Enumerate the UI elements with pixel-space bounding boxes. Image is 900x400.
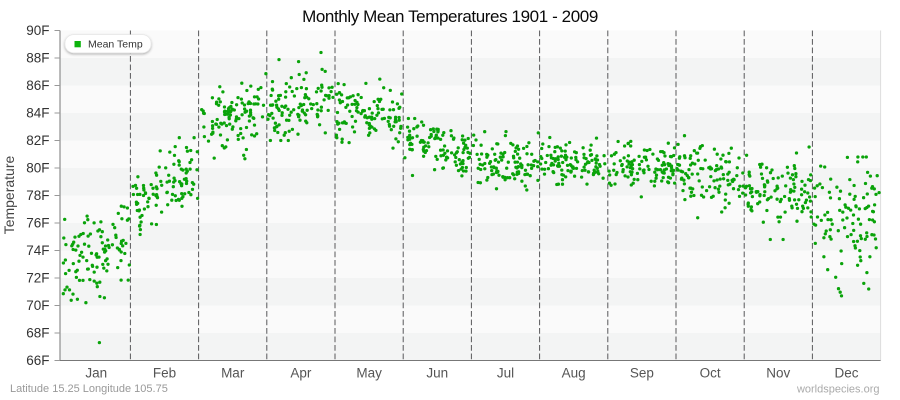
svg-text:Jun: Jun: [426, 365, 448, 380]
svg-text:Mar: Mar: [221, 365, 245, 380]
svg-text:Dec: Dec: [834, 365, 858, 380]
svg-text:84F: 84F: [26, 106, 49, 121]
svg-text:82F: 82F: [26, 133, 49, 148]
svg-text:Nov: Nov: [766, 365, 790, 380]
svg-text:80F: 80F: [26, 161, 49, 176]
svg-text:May: May: [356, 365, 382, 380]
svg-text:86F: 86F: [26, 78, 49, 93]
svg-text:68F: 68F: [26, 326, 49, 341]
svg-text:Sep: Sep: [630, 365, 654, 380]
svg-text:78F: 78F: [26, 188, 49, 203]
svg-text:Jan: Jan: [85, 365, 107, 380]
svg-text:Jul: Jul: [497, 365, 514, 380]
svg-text:66F: 66F: [26, 353, 49, 368]
svg-text:Apr: Apr: [290, 365, 312, 380]
svg-text:Latitude 15.25 Longitude 105.7: Latitude 15.25 Longitude 105.75: [10, 383, 168, 395]
svg-text:70F: 70F: [26, 298, 49, 313]
svg-text:90F: 90F: [26, 23, 49, 38]
svg-text:Aug: Aug: [562, 365, 586, 380]
svg-text:Oct: Oct: [700, 365, 721, 380]
svg-text:Temperature: Temperature: [1, 155, 17, 234]
svg-text:88F: 88F: [26, 51, 49, 66]
svg-text:Mean Temp: Mean Temp: [88, 38, 143, 50]
svg-text:Feb: Feb: [153, 365, 176, 380]
svg-text:74F: 74F: [26, 243, 49, 258]
svg-text:worldspecies.org: worldspecies.org: [796, 384, 880, 396]
svg-text:76F: 76F: [26, 216, 49, 231]
svg-text:Monthly Mean Temperatures 1901: Monthly Mean Temperatures 1901 - 2009: [302, 7, 598, 26]
svg-text:72F: 72F: [26, 271, 49, 286]
